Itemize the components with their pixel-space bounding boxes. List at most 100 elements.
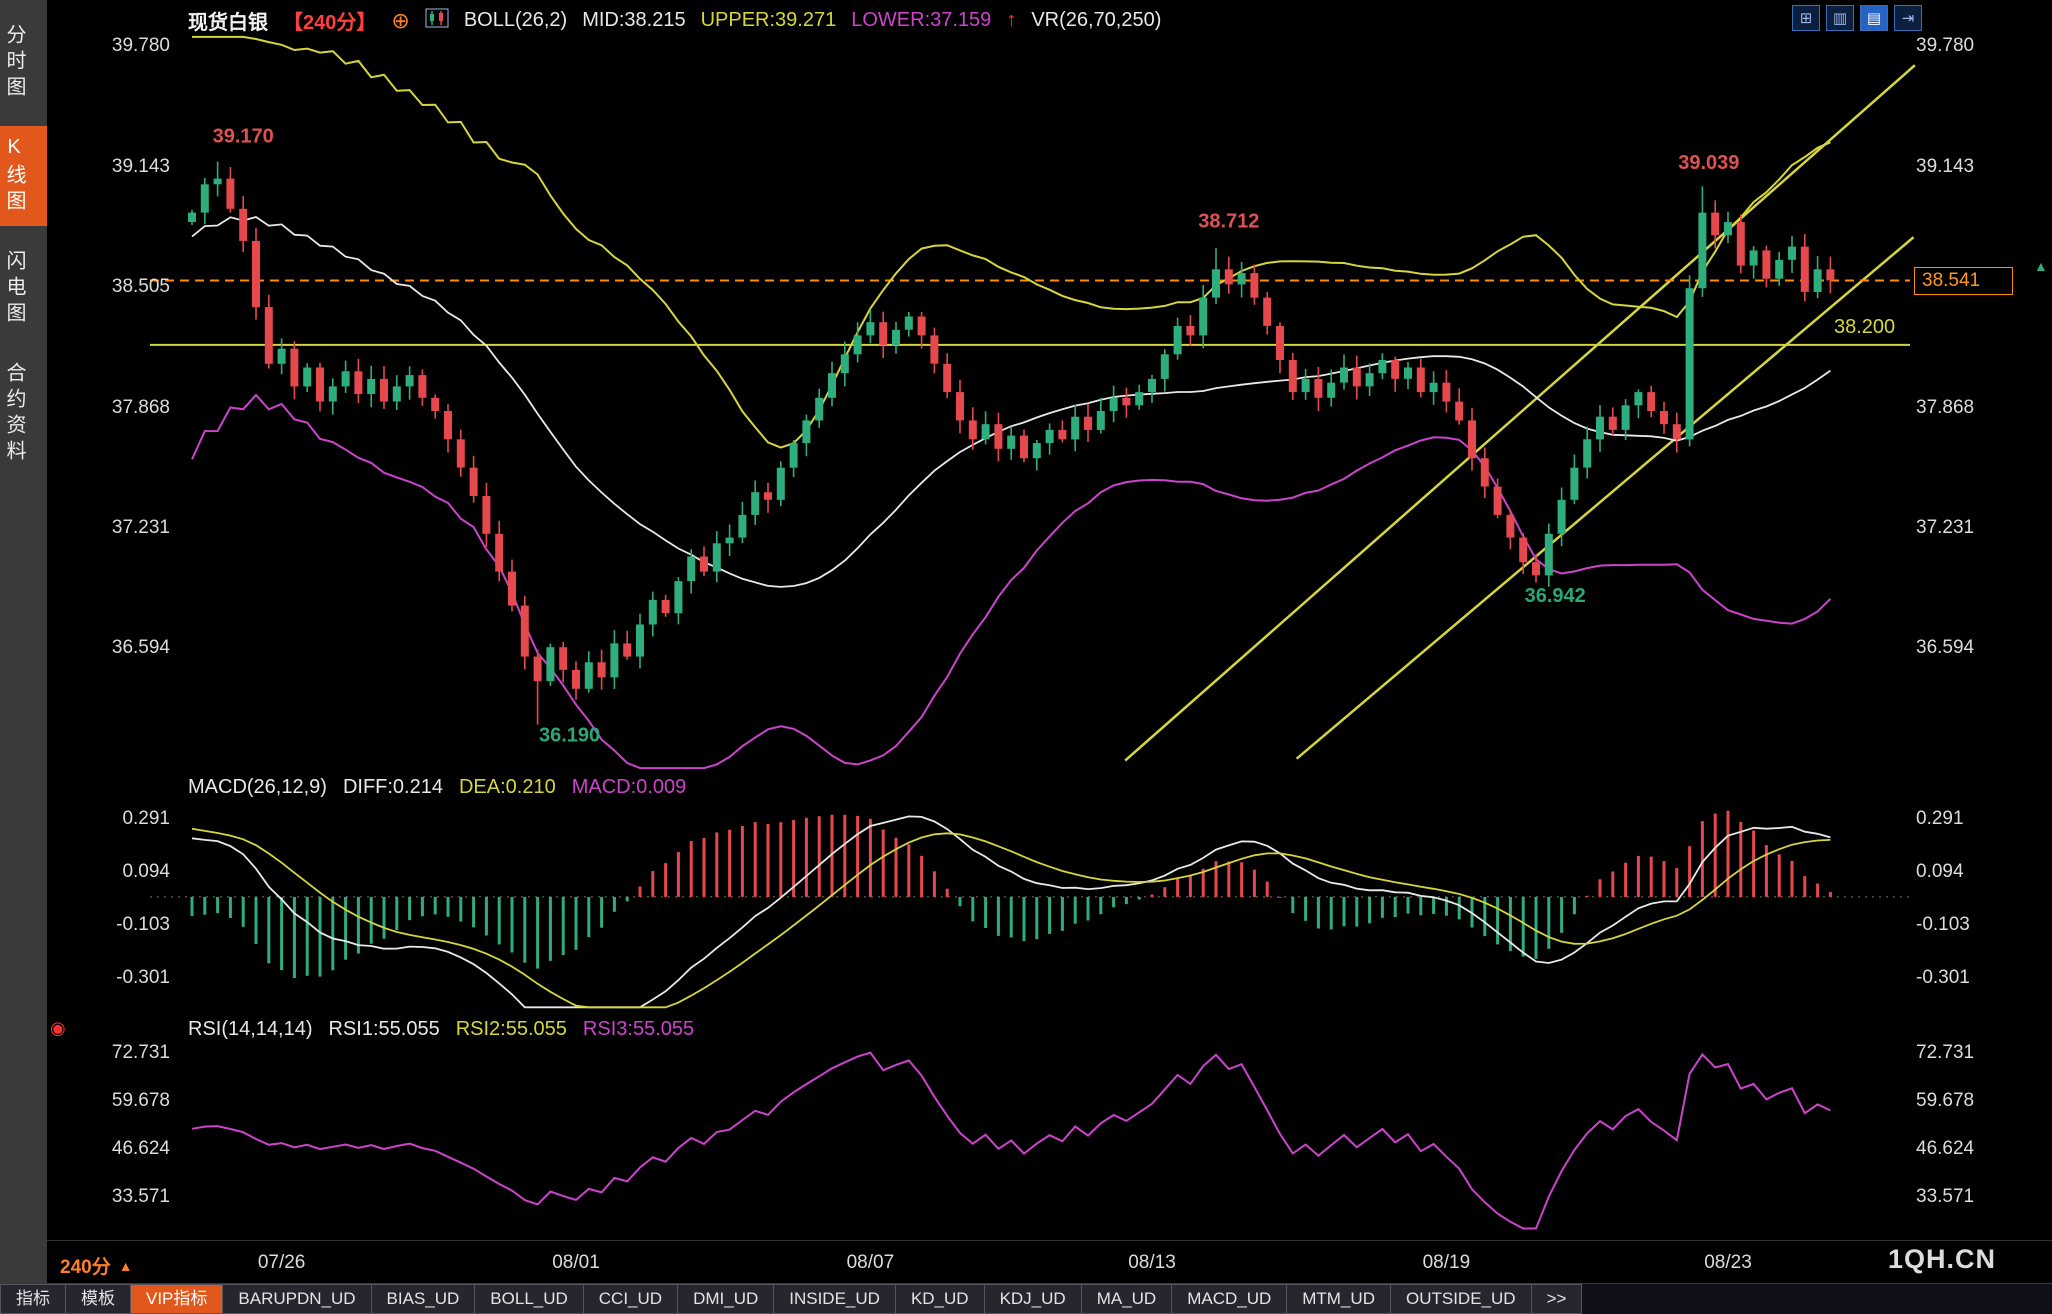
add-indicator-icon[interactable]: ⊕ — [391, 7, 410, 33]
trend-line — [1124, 64, 1916, 762]
y-axis-tick: 37.231 — [1916, 516, 1975, 538]
price-annotation: 38.712 — [1198, 211, 1259, 233]
y-axis-tick: 37.868 — [1916, 396, 1975, 418]
y-axis-tick: 0.094 — [1916, 860, 1964, 882]
toolbar-tab-ma_ud[interactable]: MA_UD — [1081, 1284, 1173, 1314]
y-axis-tick: 36.594 — [1916, 637, 1975, 659]
symbol-name: 现货白银 — [188, 12, 268, 34]
y-axis-tick: 38.505 — [111, 276, 170, 298]
toolbar-tab-bias_ud[interactable]: BIAS_UD — [371, 1284, 476, 1314]
grid-layout-icon[interactable]: ⊞ — [1792, 5, 1820, 31]
rsi-title: RSI(14,14,14) — [188, 1018, 313, 1040]
rsi3-value: RSI3:55.055 — [582, 1018, 695, 1040]
toolbar-tab-inside_ud[interactable]: INSIDE_UD — [774, 1284, 896, 1314]
toolbar-tab->>[interactable]: >> — [1531, 1284, 1583, 1314]
up-arrow-icon: ↑ — [1006, 9, 1017, 31]
panel-layout-icon[interactable]: ▥ — [1826, 5, 1854, 31]
toolbar-tab-mtm_ud[interactable]: MTM_UD — [1287, 1284, 1391, 1314]
toolbar-tab-macd_ud[interactable]: MACD_UD — [1172, 1284, 1288, 1314]
y-axis-tick: 39.143 — [1916, 155, 1975, 177]
toolbar-tab-kdj_ud[interactable]: KDJ_UD — [984, 1284, 1082, 1314]
y-axis-tick: 33.571 — [1916, 1185, 1975, 1207]
x-axis-date-label: 08/19 — [1422, 1252, 1471, 1273]
x-axis-date-label: 08/23 — [1704, 1252, 1752, 1273]
macd-header: MACD(26,12,9) DIFF:0.214 DEA:0.210 MACD:… — [188, 776, 686, 799]
y-axis-tick: 39.780 — [1916, 35, 1975, 57]
kline-view-icon[interactable]: ▤ — [1860, 5, 1888, 31]
y-axis-tick: 46.624 — [111, 1137, 170, 1159]
price-annotation: 39.039 — [1678, 152, 1739, 174]
boll-lower-value: LOWER:37.159 — [851, 9, 992, 31]
toolbar-tab-vip指标[interactable]: VIP指标 — [131, 1284, 224, 1314]
toolbar-tab-dmi_ud[interactable]: DMI_UD — [678, 1284, 775, 1314]
sidebar-tab-kline-chart[interactable]: K线图 — [0, 126, 47, 226]
y-axis-tick: 59.678 — [111, 1089, 170, 1111]
boll-lower-band — [191, 393, 1832, 770]
chart-canvas[interactable]: 39.170 36.190 38.712 36.942 39.039 — [0, 0, 2052, 1284]
toolbar-tab-kd_ud[interactable]: KD_UD — [895, 1284, 985, 1314]
y-axis-tick: -0.301 — [116, 966, 170, 988]
toolbar-tab-boll_ud[interactable]: BOLL_UD — [475, 1284, 584, 1314]
layout-icon-group: ⊞ ▥ ▤ ⇥ — [1792, 5, 1922, 31]
candles-series — [188, 161, 1835, 725]
current-price-tag: 38.541 — [1914, 267, 2013, 295]
toolbar-tab-cci_ud[interactable]: CCI_UD — [583, 1284, 679, 1314]
support-level-label: 38.200 — [1834, 316, 1896, 338]
indicator-toolbar: 指标 模板 VIP指标 BARUPDN_UD BIAS_UD BOLL_UD CCI_UD D… — [0, 1283, 2052, 1314]
boll-upper-band — [192, 35, 1831, 449]
x-axis-date-label: 08/07 — [846, 1252, 895, 1273]
price-annotation: 36.190 — [539, 725, 600, 747]
y-axis-tick: 0.291 — [122, 807, 170, 829]
expand-view-icon[interactable]: ⇥ — [1894, 5, 1922, 31]
y-axis-tick: 0.094 — [122, 860, 170, 882]
y-axis-tick: 37.231 — [111, 516, 170, 538]
sidebar-tab-time-chart[interactable]: 分时图 — [3, 24, 25, 102]
price-annotation: 36.942 — [1525, 585, 1586, 607]
boll-upper-value: UPPER:39.271 — [700, 9, 837, 31]
y-axis-tick: 72.731 — [1916, 1041, 1975, 1063]
boll-mid-band — [191, 216, 1831, 588]
period-label[interactable]: 【240分】 — [283, 12, 377, 34]
chart-header: 现货白银 【240分】 ⊕ BOLL(26,2) MID:38.215 UPPE… — [188, 6, 1161, 35]
sidebar-tab-contract-info[interactable]: 合约资料 — [3, 362, 25, 466]
y-axis-tick: 39.780 — [111, 35, 170, 57]
macd-title: MACD(26,12,9) — [188, 776, 327, 798]
macd-diff-line — [191, 815, 1831, 1009]
y-axis-tick: 0.291 — [1916, 807, 1964, 829]
macd-histogram — [190, 810, 1832, 979]
toolbar-tab-模板[interactable]: 模板 — [66, 1284, 131, 1314]
y-axis-tick: 37.868 — [111, 396, 170, 418]
boll-label: BOLL(26,2) — [463, 9, 568, 31]
boll-mid-value: MID:38.215 — [582, 9, 686, 31]
rsi1-value: RSI1:55.055 — [328, 1018, 440, 1040]
record-dot-icon[interactable]: ◉ — [50, 1018, 66, 1038]
rsi-line — [191, 1051, 1831, 1230]
trend-line — [1295, 236, 1915, 760]
x-axis-date-label: 07/26 — [257, 1252, 306, 1273]
watermark: 1QH.CN — [1888, 1244, 1997, 1274]
axis-separator — [47, 1240, 2052, 1241]
y-axis-tick: 46.624 — [1916, 1137, 1975, 1159]
macd-diff-value: DIFF:0.214 — [342, 776, 443, 798]
y-axis-tick: 72.731 — [111, 1041, 170, 1063]
rsi2-value: RSI2:55.055 — [455, 1018, 567, 1040]
vr-label: VR(26,70,250) — [1031, 9, 1162, 31]
rsi-header: RSI(14,14,14) RSI1:55.055 RSI2:55.055 RS… — [188, 1018, 694, 1041]
period-badge[interactable]: 240分 ▲ — [60, 1257, 133, 1278]
sidebar-tab-lightning-chart[interactable]: 闪电图 — [3, 250, 25, 328]
toolbar-tab-barupdn_ud[interactable]: BARUPDN_UD — [223, 1284, 372, 1314]
toolbar-tab-指标[interactable]: 指标 — [0, 1284, 66, 1314]
y-axis-tick: -0.103 — [1916, 913, 1970, 935]
macd-dea-value: DEA:0.210 — [458, 776, 556, 798]
price-up-arrow-icon: ▲ — [2034, 258, 2048, 274]
x-axis-date-label: 08/01 — [552, 1252, 600, 1273]
toolbar-tab-outside_ud[interactable]: OUTSIDE_UD — [1390, 1284, 1532, 1314]
macd-dea-line — [191, 827, 1831, 1009]
y-axis-tick: 33.571 — [111, 1185, 170, 1207]
y-axis-tick: -0.301 — [1916, 966, 1970, 988]
kline-style-icon[interactable] — [425, 8, 449, 34]
y-axis-tick: -0.103 — [116, 913, 170, 935]
y-axis-tick: 39.143 — [111, 155, 170, 177]
y-axis-tick: 59.678 — [1916, 1089, 1975, 1111]
